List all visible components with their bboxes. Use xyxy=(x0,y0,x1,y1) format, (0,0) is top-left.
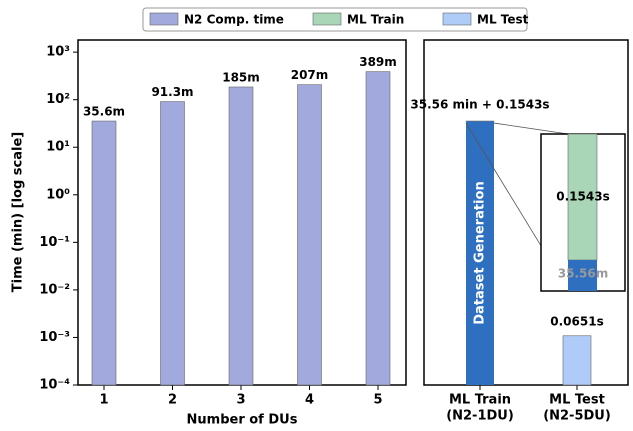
x-tick-label: 2 xyxy=(168,393,177,408)
x-tick-label: 1 xyxy=(99,393,108,408)
bar xyxy=(228,86,254,386)
y-axis-label: Time (min) [log scale] xyxy=(11,132,26,292)
legend-label: ML Test xyxy=(477,13,529,27)
x-tick-label: 5 xyxy=(373,393,382,408)
bar xyxy=(160,101,185,386)
legend-label: N2 Comp. time xyxy=(184,13,284,27)
inset-segment xyxy=(567,133,598,261)
x-tick-label: ML Test xyxy=(549,393,605,408)
value-label: 389m xyxy=(359,55,397,69)
x-tick-label: (N2-1DU) xyxy=(446,409,514,424)
legend-swatch xyxy=(442,12,472,26)
value-label: 185m xyxy=(222,70,260,84)
y-tick-label: 10³ xyxy=(46,45,70,60)
x-axis-label: Number of DUs xyxy=(187,413,298,428)
y-tick-label: 10⁻⁴ xyxy=(39,378,70,393)
bar-inner-label: Dataset Generation xyxy=(473,181,488,324)
bar xyxy=(562,335,592,386)
bar xyxy=(365,71,391,386)
connector xyxy=(493,122,569,135)
x-tick-label: (N2-5DU) xyxy=(543,409,611,424)
value-label: 91.3m xyxy=(151,85,193,99)
x-tick-label: 4 xyxy=(305,393,314,408)
annotation: 35.56 min + 0.1543s xyxy=(410,98,549,112)
y-tick-label: 10¹ xyxy=(46,140,70,155)
value-label: 0.0651s xyxy=(550,314,603,328)
value-label: 35.6m xyxy=(83,105,125,119)
y-tick-label: 10⁻³ xyxy=(39,330,70,345)
y-tick-label: 10² xyxy=(46,92,70,107)
legend-label: ML Train xyxy=(347,13,404,27)
value-label: 207m xyxy=(291,68,329,82)
x-tick-label: ML Train xyxy=(449,393,511,408)
y-tick-label: 10⁻¹ xyxy=(39,235,70,250)
bar xyxy=(91,120,117,386)
inset-label: 35.56m xyxy=(558,267,608,281)
right-frame xyxy=(423,39,629,386)
bar xyxy=(297,84,322,386)
y-tick-label: 10⁻² xyxy=(39,282,70,297)
inset-segment xyxy=(568,260,597,291)
legend-swatch xyxy=(149,12,179,26)
inset-label: 0.1543s xyxy=(556,190,609,204)
y-tick-label: 10⁰ xyxy=(46,187,70,202)
bar xyxy=(466,121,494,385)
legend-swatch xyxy=(312,12,342,26)
x-tick-label: 3 xyxy=(236,393,245,408)
